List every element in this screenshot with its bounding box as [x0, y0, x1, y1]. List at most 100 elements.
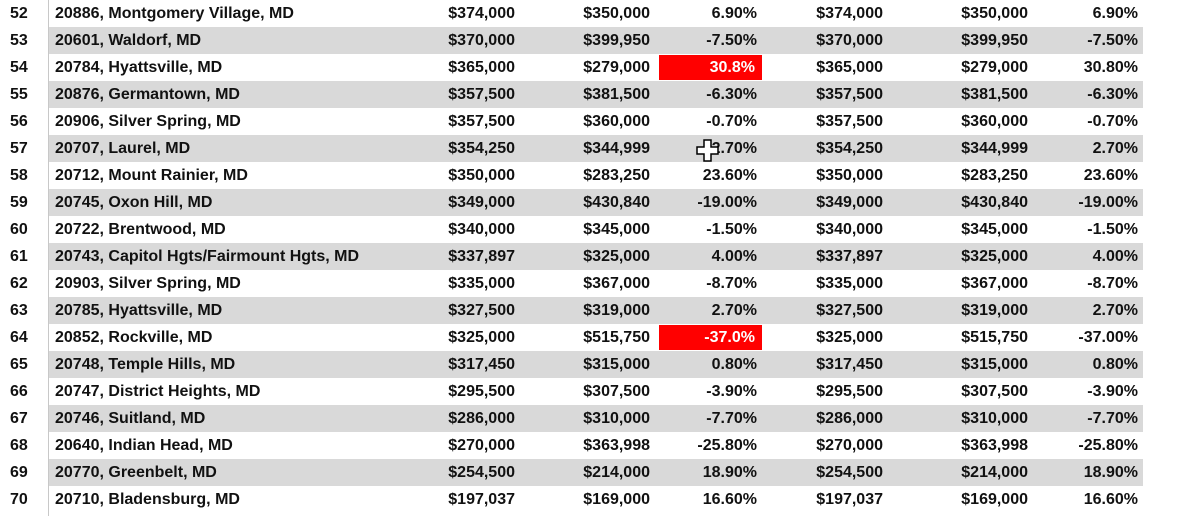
cell[interactable]: -37.0%	[704, 329, 755, 346]
cell[interactable]: $310,000	[583, 410, 650, 427]
cell[interactable]: $279,000	[583, 59, 650, 76]
cell[interactable]: 2.70%	[711, 140, 757, 157]
cell[interactable]: $335,000	[816, 275, 883, 292]
cell[interactable]: $327,500	[448, 302, 515, 319]
cell[interactable]: $430,840	[583, 194, 650, 211]
cell[interactable]: $350,000	[961, 5, 1028, 22]
cell[interactable]: $319,000	[583, 302, 650, 319]
cell[interactable]: $370,000	[448, 32, 515, 49]
cell[interactable]: $283,250	[961, 167, 1028, 184]
cell[interactable]: 20906, Silver Spring, MD	[55, 113, 241, 130]
cell[interactable]: $325,000	[583, 248, 650, 265]
cell[interactable]: $365,000	[816, 59, 883, 76]
cell[interactable]: $340,000	[448, 221, 515, 238]
cell[interactable]: 4.00%	[711, 248, 757, 265]
cell[interactable]: -3.90%	[1087, 383, 1138, 400]
cell[interactable]: 20722, Brentwood, MD	[55, 221, 226, 238]
cell[interactable]: $325,000	[816, 329, 883, 346]
cell[interactable]: $295,500	[448, 383, 515, 400]
cell[interactable]: $363,998	[961, 437, 1028, 454]
cell[interactable]: $310,000	[961, 410, 1028, 427]
cell[interactable]: $286,000	[448, 410, 515, 427]
cell[interactable]: -37.00%	[1078, 329, 1138, 346]
cell[interactable]: -1.50%	[706, 221, 757, 238]
cell[interactable]: 2.70%	[1092, 302, 1138, 319]
cell[interactable]: $307,500	[583, 383, 650, 400]
cell[interactable]: 4.00%	[1092, 248, 1138, 265]
cell[interactable]: $357,500	[448, 86, 515, 103]
cell[interactable]: $214,000	[583, 464, 650, 481]
cell[interactable]: $197,037	[816, 491, 883, 508]
cell[interactable]: $319,000	[961, 302, 1028, 319]
cell[interactable]: $340,000	[816, 221, 883, 238]
cell[interactable]: -3.90%	[706, 383, 757, 400]
cell[interactable]: 20640, Indian Head, MD	[55, 437, 233, 454]
cell[interactable]: 20712, Mount Rainier, MD	[55, 167, 248, 184]
cell[interactable]: 16.60%	[702, 491, 757, 508]
cell[interactable]: $315,000	[961, 356, 1028, 373]
cell[interactable]: -25.80%	[1078, 437, 1138, 454]
cell[interactable]: 0.80%	[1092, 356, 1138, 373]
cell[interactable]: 20601, Waldorf, MD	[55, 32, 202, 49]
cell[interactable]: $357,500	[816, 113, 883, 130]
cell[interactable]: $315,000	[583, 356, 650, 373]
cell[interactable]: 20785, Hyattsville, MD	[55, 302, 223, 319]
cell[interactable]: -19.00%	[697, 194, 757, 211]
cell[interactable]: $337,897	[816, 248, 883, 265]
cell[interactable]: $254,500	[448, 464, 515, 481]
cell[interactable]: -6.30%	[706, 86, 757, 103]
cell[interactable]: $169,000	[961, 491, 1028, 508]
cell[interactable]: 30.8%	[709, 59, 755, 76]
cell[interactable]: 23.60%	[1083, 167, 1138, 184]
cell[interactable]: -7.50%	[1087, 32, 1138, 49]
cell[interactable]: 20743, Capitol Hgts/Fairmount Hgts, MD	[55, 248, 360, 265]
cell[interactable]: 20745, Oxon Hill, MD	[55, 194, 213, 211]
cell[interactable]: $399,950	[961, 32, 1028, 49]
cell[interactable]: $349,000	[448, 194, 515, 211]
cell[interactable]: $515,750	[961, 329, 1028, 346]
cell[interactable]: $363,998	[583, 437, 650, 454]
cell[interactable]: 20707, Laurel, MD	[55, 140, 191, 157]
cell[interactable]: $365,000	[448, 59, 515, 76]
cell[interactable]: $374,000	[448, 5, 515, 22]
cell[interactable]: $279,000	[961, 59, 1028, 76]
cell[interactable]: $350,000	[448, 167, 515, 184]
cell[interactable]: $360,000	[961, 113, 1028, 130]
cell[interactable]: 20876, Germantown, MD	[55, 86, 240, 103]
cell[interactable]: $367,000	[961, 275, 1028, 292]
cell[interactable]: $295,500	[816, 383, 883, 400]
cell[interactable]: $357,500	[816, 86, 883, 103]
cell[interactable]: $283,250	[583, 167, 650, 184]
cell[interactable]: 20784, Hyattsville, MD	[55, 59, 223, 76]
cell[interactable]: -8.70%	[706, 275, 757, 292]
cell[interactable]: 18.90%	[702, 464, 757, 481]
cell[interactable]: 16.60%	[1083, 491, 1138, 508]
cell[interactable]: $515,750	[583, 329, 650, 346]
cell[interactable]: $381,500	[961, 86, 1028, 103]
cell[interactable]: -7.70%	[1087, 410, 1138, 427]
cell[interactable]: -7.70%	[706, 410, 757, 427]
cell[interactable]: 0.80%	[711, 356, 757, 373]
cell[interactable]: $325,000	[448, 329, 515, 346]
cell[interactable]: 23.60%	[702, 167, 757, 184]
cell[interactable]: -19.00%	[1078, 194, 1138, 211]
cell[interactable]: 6.90%	[1092, 5, 1138, 22]
cell[interactable]: -1.50%	[1087, 221, 1138, 238]
cell[interactable]: 2.70%	[1092, 140, 1138, 157]
cell[interactable]: $345,000	[961, 221, 1028, 238]
cell[interactable]: 20746, Suitland, MD	[55, 410, 206, 427]
cell[interactable]: -6.30%	[1087, 86, 1138, 103]
cell[interactable]: $344,999	[583, 140, 650, 157]
cell[interactable]: $354,250	[816, 140, 883, 157]
cell[interactable]: $370,000	[816, 32, 883, 49]
cell[interactable]: 30.80%	[1083, 59, 1138, 76]
cell[interactable]: 20748, Temple Hills, MD	[55, 356, 236, 373]
cell[interactable]: -8.70%	[1087, 275, 1138, 292]
cell[interactable]: -7.50%	[706, 32, 757, 49]
cell[interactable]: $381,500	[583, 86, 650, 103]
cell[interactable]: 6.90%	[711, 5, 757, 22]
cell[interactable]: $254,500	[816, 464, 883, 481]
cell[interactable]: 20903, Silver Spring, MD	[55, 275, 241, 292]
cell[interactable]: $325,000	[961, 248, 1028, 265]
cell[interactable]: $350,000	[816, 167, 883, 184]
